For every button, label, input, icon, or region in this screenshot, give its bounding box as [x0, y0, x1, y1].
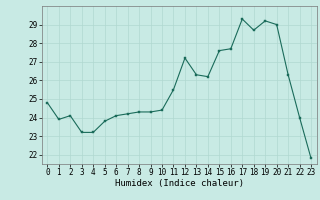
X-axis label: Humidex (Indice chaleur): Humidex (Indice chaleur)	[115, 179, 244, 188]
